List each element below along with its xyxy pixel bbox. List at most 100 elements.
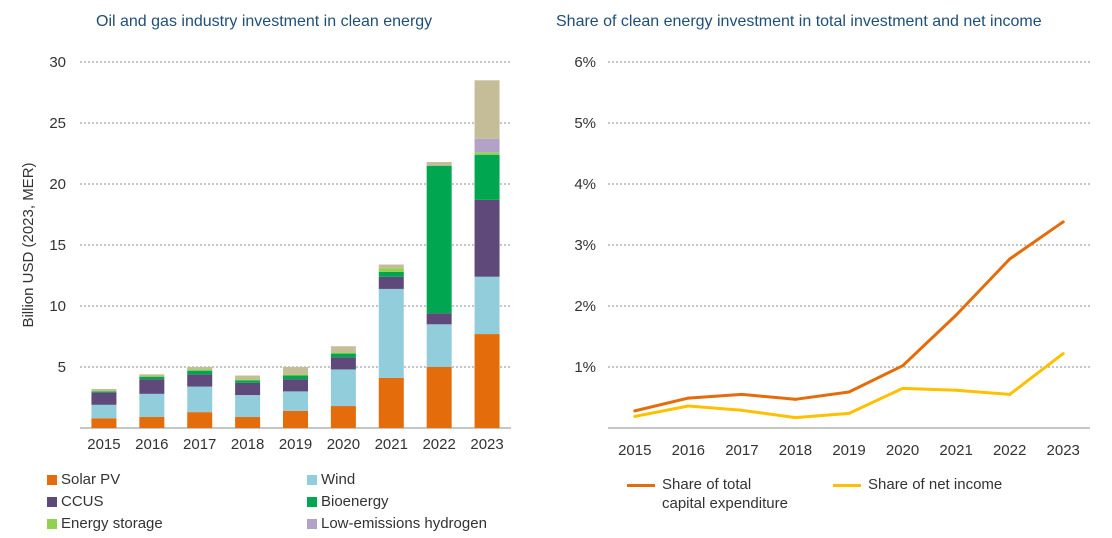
legend-label: CCUS [61,493,104,510]
right-y-tick-label: 6% [574,54,596,71]
right-y-tick-label: 4% [574,176,596,193]
point-share-of-net-income [740,408,744,412]
bar-bioenergy [330,353,356,358]
bar-ccus [474,199,500,277]
left-x-tick-label: 2020 [327,436,360,453]
legend-label: Wind [321,471,356,488]
bar-bioenergy [426,165,452,314]
bar-solar-pv [187,412,213,428]
legend-label: Solar PV [61,471,121,488]
legend-label: Share of total capital expenditure [662,476,788,512]
legend-swatch [47,474,57,485]
point-share-of-net-income [633,414,637,418]
left-x-tick-label: 2021 [375,436,408,453]
point-share-of-total-capital-expenditure [793,397,797,401]
legend-item-share-of-net-income: Share of net income [833,475,1002,494]
bar-bioenergy [187,370,213,375]
bar-energy-storage [283,374,308,376]
point-share-of-net-income [793,416,797,420]
bar-ccus [235,382,261,396]
point-share-of-total-capital-expenditure [1008,257,1012,261]
bar-solar-pv [426,367,452,428]
bar-other [426,162,452,166]
right-x-tick-label: 2021 [939,442,972,459]
legend-label: Share of net income [868,476,1003,493]
bar-energy-storage [330,352,356,354]
legend-item-energy-storage: Energy storage [47,514,163,533]
point-share-of-total-capital-expenditure [686,396,690,400]
bar-wind [474,276,500,335]
legend-item-solar-pv: Solar PV [47,470,120,489]
bar-ccus [330,357,356,370]
point-share-of-net-income [1008,392,1012,396]
left-x-tick-label: 2018 [231,436,264,453]
right-y-tick-label: 2% [574,298,596,315]
left-y-tick-label: 25 [49,115,66,132]
right-x-tick-label: 2016 [672,442,705,459]
point-share-of-net-income [686,404,690,408]
bar-other [91,388,117,392]
legend-item-bioenergy: Bioenergy [307,492,389,511]
point-share-of-total-capital-expenditure [901,364,905,368]
left-x-tick-label: 2022 [422,436,455,453]
right-y-tick-label: 5% [574,115,596,132]
bar-other [283,367,308,375]
bar-solar-pv [139,417,165,428]
right-x-tick-label: 2023 [1047,442,1080,459]
bar-other [330,346,356,353]
left-y-axis-label: Billion USD (2023, MER) [20,162,37,327]
bar-other [187,367,213,370]
right-x-tick-label: 2020 [886,442,919,459]
bar-other [139,374,165,376]
right-x-tick-label: 2019 [832,442,865,459]
bar-ccus [283,379,308,392]
bar-energy-storage [235,379,261,381]
right-y-tick-label: 3% [574,237,596,254]
legend-item-wind: Wind [307,470,355,489]
bar-solar-pv [283,410,308,428]
legend-line-swatch [627,484,655,487]
left-y-tick-label: 10 [49,298,66,315]
bar-solar-pv [474,334,500,428]
legend-label: Low-emissions hydrogen [321,515,487,532]
bar-low-emissions-hydrogen [474,138,500,153]
point-share-of-total-capital-expenditure [740,392,744,396]
left-x-tick-label: 2017 [183,436,216,453]
bar-other [235,375,261,380]
legend-swatch [307,474,317,485]
bar-ccus [426,313,452,325]
right-x-tick-label: 2022 [993,442,1026,459]
bar-solar-pv [378,377,404,428]
left-x-tick-label: 2015 [87,436,120,453]
right-chart-title: Share of clean energy investment in tota… [556,13,1042,30]
line-share-of-total-capital-expenditure [634,220,1065,413]
legend-label: Energy storage [61,515,163,532]
left-chart-title: Oil and gas industry investment in clean… [96,13,433,30]
bar-bioenergy [474,154,500,200]
bar-wind [330,369,356,407]
bar-wind [91,404,117,419]
legend-swatch [47,496,57,507]
legend-swatch [47,518,57,529]
line-share-of-net-income [634,352,1065,420]
bar-ccus [91,392,117,405]
bar-wind [283,391,308,411]
bar-solar-pv [91,418,117,428]
left-x-tick-label: 2016 [135,436,168,453]
bar-other [378,264,404,269]
right-x-tick-label: 2018 [779,442,812,459]
legend-swatch [307,518,317,529]
left-y-tick-label: 15 [49,237,66,254]
bar-ccus [187,374,213,387]
bar-ccus [139,379,165,394]
bar-wind [187,386,213,413]
point-share-of-total-capital-expenditure [633,409,637,413]
bar-bioenergy [139,376,165,380]
left-x-tick-label: 2023 [470,436,503,453]
legend-item-ccus: CCUS [47,492,104,511]
left-y-tick-label: 30 [49,54,66,71]
left-x-tick-label: 2019 [279,436,312,453]
bar-energy-storage [378,268,404,272]
point-share-of-total-capital-expenditure [847,390,851,394]
